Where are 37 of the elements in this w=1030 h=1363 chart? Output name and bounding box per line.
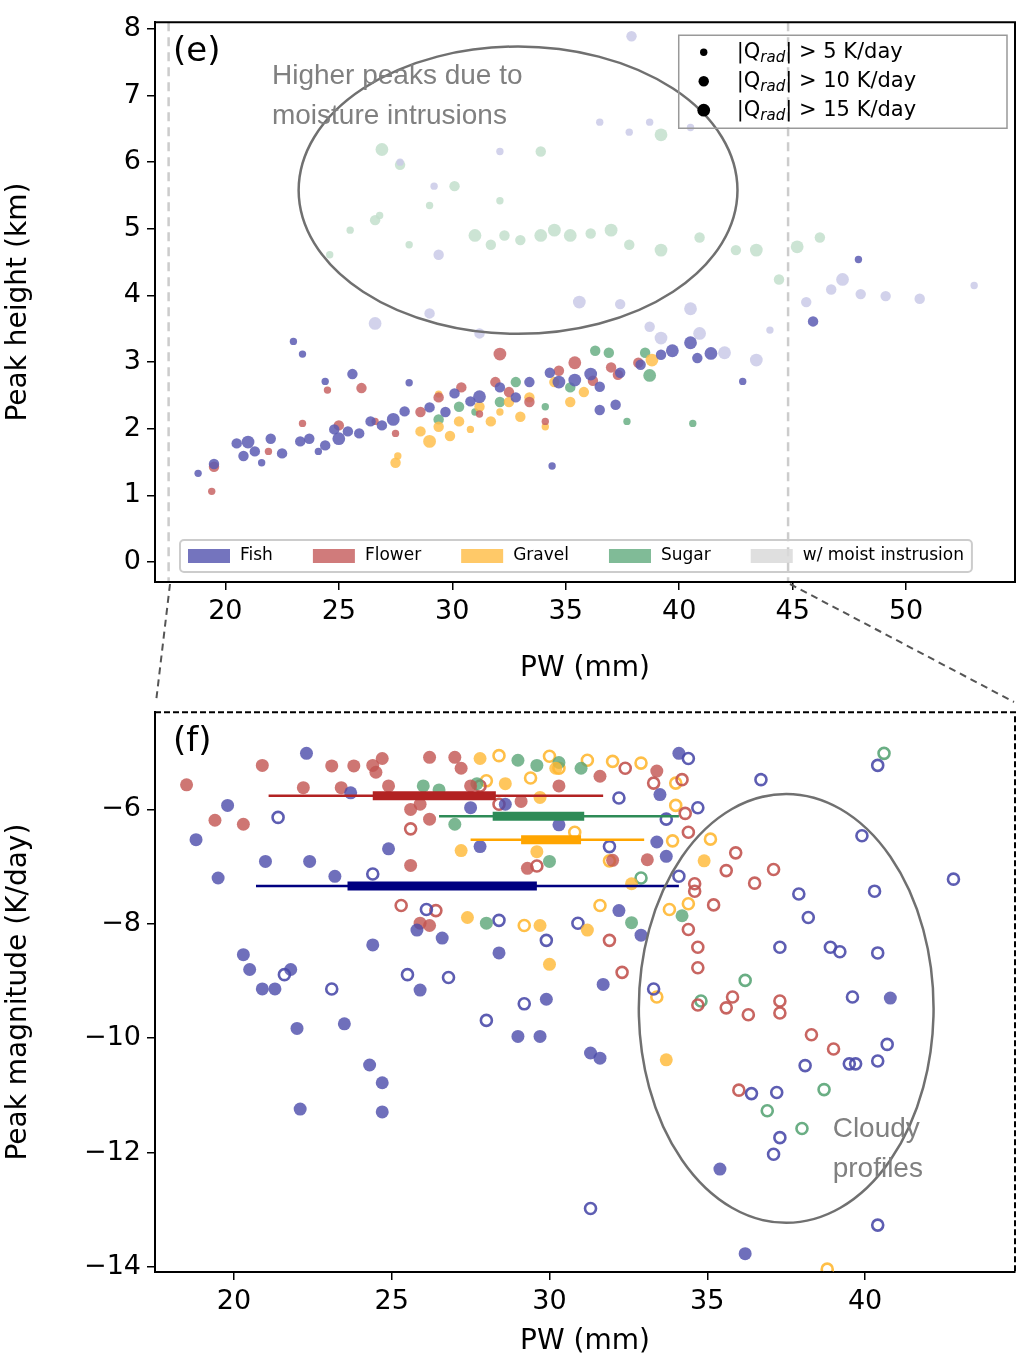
x-tick-label: 25 xyxy=(321,594,356,626)
x-tick-label: 20 xyxy=(208,594,243,626)
y-tick-label: −6 xyxy=(101,791,141,823)
x-tick-label: 40 xyxy=(847,1284,883,1316)
x-tick-label: 40 xyxy=(661,594,697,626)
y-tick-label: 1 xyxy=(123,477,141,509)
y-tick-label: 4 xyxy=(123,277,141,309)
x-tick-label: 50 xyxy=(888,594,924,626)
x-axis-title: PW (mm) xyxy=(520,1323,650,1357)
chart-title: (f) xyxy=(173,719,212,760)
legend-label: Fish xyxy=(240,544,273,565)
x-tick-label: 35 xyxy=(690,1284,725,1316)
legend-label: Gravel xyxy=(513,544,569,565)
y-tick-label: 8 xyxy=(123,10,141,42)
legend-label: Flower xyxy=(364,544,422,565)
y-tick-label: 7 xyxy=(123,77,141,109)
y-tick-label: 0 xyxy=(123,544,141,576)
x-axis-title: PW (mm) xyxy=(520,650,650,684)
x-tick-label: 30 xyxy=(532,1284,567,1316)
y-tick-label: 3 xyxy=(123,344,141,376)
x-tick-label: 45 xyxy=(775,594,810,626)
y-axis-title: Peak height (km) xyxy=(0,182,34,422)
x-tick-label: 20 xyxy=(216,1284,252,1316)
x-tick-label: 35 xyxy=(548,594,583,626)
y-axis-title: Peak magnitude (K/day) xyxy=(0,823,34,1161)
x-tick-label: 25 xyxy=(374,1284,409,1316)
y-tick-label: −10 xyxy=(84,1020,141,1052)
y-tick-label: 6 xyxy=(123,144,141,176)
x-tick-label: 30 xyxy=(435,594,470,626)
legend-label: Sugar xyxy=(660,544,711,565)
y-tick-label: −12 xyxy=(84,1134,141,1166)
y-tick-label: 2 xyxy=(123,410,141,442)
legend-label: w/ moist instrusion xyxy=(802,544,964,565)
chart-title: (e) xyxy=(173,29,221,70)
y-tick-label: 5 xyxy=(123,210,141,242)
y-tick-label: −14 xyxy=(84,1248,141,1280)
y-tick-label: −8 xyxy=(101,905,141,937)
